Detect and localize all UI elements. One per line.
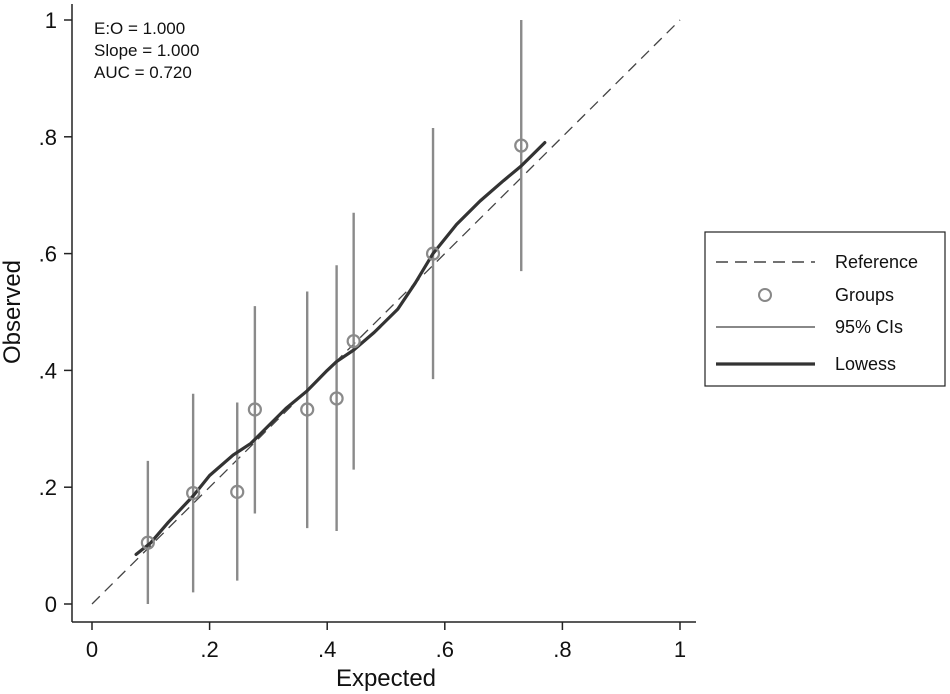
y-tick-label: .6 bbox=[39, 242, 57, 267]
reference-line bbox=[91, 19, 681, 605]
x-tick-label: 0 bbox=[86, 637, 98, 662]
lowess-curve bbox=[134, 141, 547, 556]
y-tick-label: .4 bbox=[39, 358, 57, 383]
stat-eo: E:O = 1.000 bbox=[94, 19, 185, 38]
x-tick-label: .4 bbox=[318, 637, 336, 662]
x-tick-label: 1 bbox=[674, 637, 686, 662]
legend-reference-label: Reference bbox=[835, 252, 918, 272]
axes bbox=[71, 4, 696, 623]
stat-auc: AUC = 0.720 bbox=[94, 63, 192, 82]
legend-ci-label: 95% CIs bbox=[835, 317, 903, 337]
group-point bbox=[346, 334, 361, 349]
group-point bbox=[300, 402, 315, 417]
plot-layer bbox=[91, 19, 681, 605]
y-tick-label: .2 bbox=[39, 475, 57, 500]
group-point bbox=[425, 246, 441, 261]
y-axis-title: Observed bbox=[0, 260, 26, 364]
stat-slope: Slope = 1.000 bbox=[94, 41, 199, 60]
x-tick-label: .6 bbox=[436, 637, 454, 662]
group-point bbox=[329, 391, 344, 406]
legend-groups-swatch bbox=[758, 288, 772, 302]
group-point bbox=[247, 402, 262, 417]
legend-lowess-label: Lowess bbox=[835, 354, 896, 374]
x-tick-label: .2 bbox=[200, 637, 218, 662]
x-tick-label: .8 bbox=[553, 637, 571, 662]
legend-box bbox=[704, 231, 946, 387]
group-point bbox=[514, 138, 529, 153]
legend-groups-label: Groups bbox=[835, 285, 894, 305]
group-point bbox=[186, 485, 201, 501]
x-ticks: 0 .2 .4 .6 .8 1 bbox=[86, 622, 686, 662]
group-point bbox=[140, 535, 155, 550]
y-ticks: 0 .2 .4 .6 .8 1 bbox=[39, 8, 72, 617]
stats-annotation: E:O = 1.000 Slope = 1.000 AUC = 0.720 bbox=[94, 19, 199, 82]
y-tick-label: 1 bbox=[45, 8, 57, 33]
y-tick-label: 0 bbox=[45, 592, 57, 617]
legend: Reference Groups 95% CIs Lowess bbox=[704, 231, 946, 387]
y-tick-label: .8 bbox=[39, 125, 57, 150]
group-point bbox=[230, 484, 245, 499]
x-axis-title: Expected bbox=[336, 665, 436, 692]
